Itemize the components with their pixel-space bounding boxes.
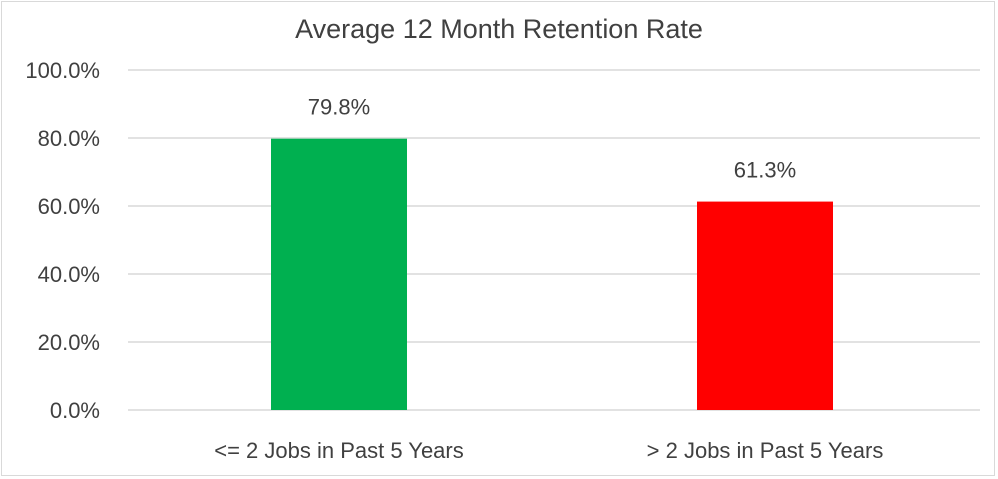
x-category-label: <= 2 Jobs in Past 5 Years — [214, 438, 464, 463]
data-labels: 79.8% 61.3% — [308, 95, 796, 183]
y-tick-label: 40.0% — [38, 262, 100, 287]
y-tick-label: 20.0% — [38, 330, 100, 355]
data-label: 79.8% — [308, 95, 370, 120]
y-tick-label: 80.0% — [38, 126, 100, 151]
y-axis: 0.0% 20.0% 40.0% 60.0% 80.0% 100.0% — [25, 58, 100, 423]
bar — [271, 138, 407, 410]
y-tick-label: 100.0% — [25, 58, 100, 83]
data-label: 61.3% — [734, 158, 796, 183]
x-axis: <= 2 Jobs in Past 5 Years > 2 Jobs in Pas… — [214, 438, 883, 463]
y-tick-label: 60.0% — [38, 194, 100, 219]
y-tick-label: 0.0% — [50, 398, 100, 423]
gridlines — [128, 69, 980, 411]
bars — [271, 138, 833, 410]
chart-title: Average 12 Month Retention Rate — [295, 14, 703, 44]
bar — [697, 201, 833, 410]
x-category-label: > 2 Jobs in Past 5 Years — [647, 438, 884, 463]
